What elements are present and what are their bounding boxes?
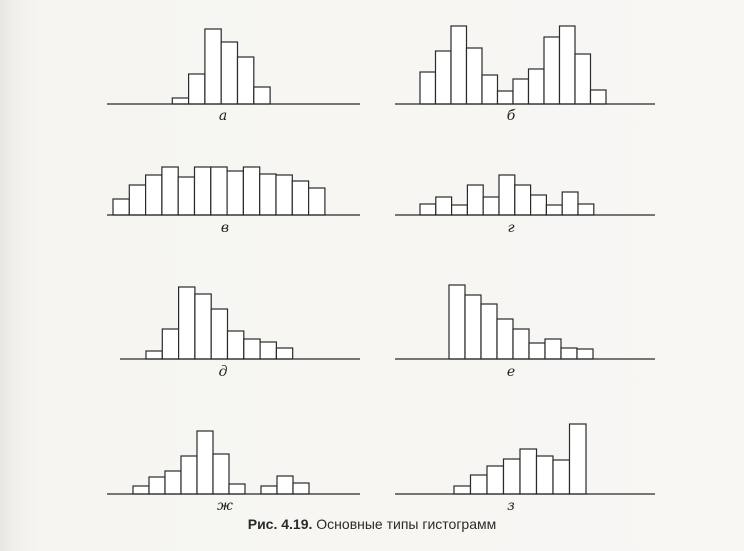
histogram-bar: [210, 166, 228, 216]
histogram-bar: [568, 423, 587, 495]
histogram-bar: [448, 284, 466, 360]
histogram-bar: [496, 90, 514, 105]
histogram-bar: [466, 184, 484, 216]
histogram-bar: [419, 71, 437, 105]
histogram-bar: [210, 308, 229, 360]
histogram-bar: [498, 174, 516, 216]
histogram-bar: [259, 341, 278, 360]
histogram-g: г: [395, 174, 655, 236]
histogram-bar: [514, 184, 532, 216]
histogram-d: д: [120, 286, 360, 380]
histogram-bar: [450, 25, 468, 105]
histogram-bar: [193, 166, 212, 216]
figure-caption: Рис. 4.19. Основные типы гистограмм: [0, 516, 744, 532]
histogram-bar: [226, 330, 245, 360]
histogram-bar: [226, 170, 245, 216]
histogram-e: е: [395, 284, 655, 380]
histogram-bar: [512, 328, 530, 360]
histogram-bar: [161, 328, 180, 360]
histogram-label: в: [221, 220, 229, 236]
histogram-label: е: [507, 364, 515, 380]
histogram-bar: [291, 180, 310, 216]
histogram-bar: [561, 191, 579, 216]
histogram-bar: [527, 68, 545, 105]
histogram-zh: ж: [107, 430, 360, 514]
histogram-bar: [464, 294, 482, 360]
histogram-bar: [145, 174, 163, 216]
histogram-bar: [577, 203, 595, 216]
histogram-bar: [188, 73, 206, 105]
histogram-label: б: [507, 108, 516, 124]
histogram-bar: [132, 485, 150, 495]
histogram-bar: [259, 173, 277, 216]
histogram-bar: [451, 204, 469, 216]
histogram-bar: [419, 203, 437, 216]
histogram-bar: [481, 74, 499, 105]
histogram-label: з: [507, 498, 515, 514]
histogram-bar: [177, 176, 196, 216]
histogram-bar: [275, 174, 293, 216]
histogram-bar: [243, 338, 261, 360]
figure-caption-number: Рис. 4.19.: [247, 516, 313, 532]
histogram-v: в: [107, 166, 360, 236]
histogram-bar: [161, 166, 179, 216]
histogram-bar: [576, 348, 594, 360]
histogram-bar: [178, 286, 196, 360]
histogram-bar: [545, 204, 563, 216]
histogram-bar: [128, 184, 147, 216]
histogram-label: ж: [217, 498, 233, 514]
histogram-z: з: [395, 423, 655, 514]
histogram-bar: [560, 347, 578, 360]
histogram-label: д: [219, 364, 228, 380]
histogram-label: а: [219, 108, 227, 124]
histogram-bar: [528, 342, 546, 360]
histogram-bar: [148, 476, 166, 495]
histogram-bar: [558, 25, 576, 105]
histogram-b: б: [395, 25, 655, 124]
histogram-bar: [435, 196, 453, 216]
histogram-bar: [543, 36, 561, 105]
histogram-bar: [164, 470, 182, 495]
histogram-bar: [180, 455, 198, 495]
histogram-bar: [574, 53, 592, 105]
histogram-bar: [535, 455, 554, 495]
histogram-bar: [212, 453, 230, 495]
histogram-bar: [544, 338, 562, 360]
histogram-bar: [589, 89, 607, 105]
histogram-bar: [519, 448, 538, 495]
histogram-bar: [453, 485, 472, 495]
histogram-bar: [512, 78, 530, 105]
histogram-bar: [196, 430, 214, 495]
histogram-bar: [502, 458, 521, 495]
histogram-bar: [496, 318, 514, 360]
histogram-label: г: [507, 220, 514, 236]
histogram-bar: [486, 465, 505, 495]
histogram-bar: [465, 47, 483, 105]
histogram-bar: [529, 194, 547, 216]
histogram-bar: [275, 347, 294, 360]
histogram-bar: [292, 482, 310, 495]
histogram-bar: [482, 196, 500, 216]
histogram-bar: [469, 474, 488, 495]
histogram-bar: [228, 483, 246, 495]
histogram-bar: [253, 86, 271, 105]
histogram-bar: [145, 350, 163, 360]
histogram-bar: [552, 459, 571, 495]
histogram-bar: [171, 97, 190, 105]
histogram-bar: [308, 187, 326, 216]
histogram-bar: [480, 303, 498, 360]
histogram-bar: [434, 50, 452, 105]
histogram-bar: [204, 28, 222, 105]
histogram-bar: [194, 293, 212, 360]
histogram-bar: [220, 41, 239, 105]
histogram-bar: [112, 198, 130, 216]
histogram-bar: [242, 166, 261, 216]
histogram-bar: [260, 485, 278, 495]
histogram-bar: [276, 475, 294, 495]
histogram-a: а: [107, 28, 360, 124]
histogram-bar: [236, 56, 255, 105]
figure-caption-text: Основные типы гистограмм: [316, 516, 497, 532]
